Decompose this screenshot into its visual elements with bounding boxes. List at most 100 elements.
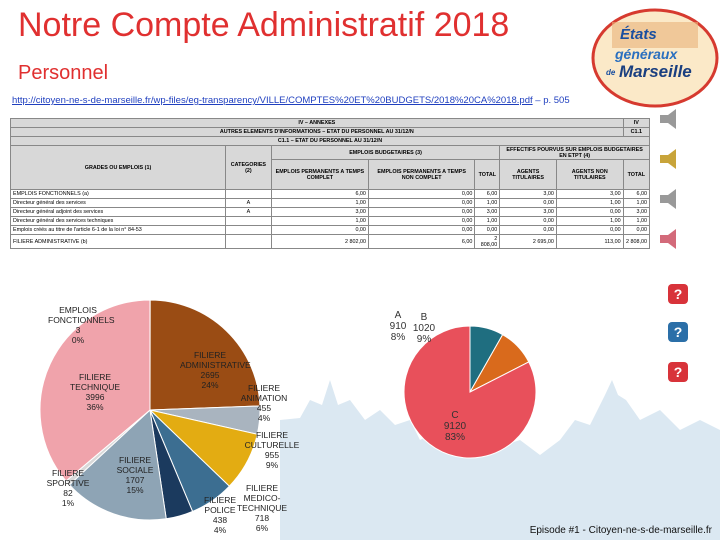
slice-value: 82: [63, 488, 73, 498]
table-cell: A: [225, 207, 272, 217]
speaker-icons: [660, 109, 676, 249]
slice-value: 438: [212, 515, 228, 525]
slice-label: C 9120 83%: [435, 410, 475, 443]
slice-category: B: [420, 312, 428, 323]
table-row: EMPLOIS FONCTIONNELS (a) 6,00 0,00 6,00 3,00…: [10, 189, 651, 199]
slice-label: FILIERE SPORTIVE 82 1%: [38, 468, 98, 508]
table-row: Emplois créés au titre de l'article 6-1 …: [10, 225, 651, 235]
table-row: IV – ANNEXES IV: [10, 118, 651, 128]
slice-percent: 15%: [126, 485, 144, 495]
slice-label: FILIERE ADMINISTRATIVE 2695 24%: [180, 350, 251, 390]
table-cell: 0,00: [367, 225, 476, 235]
logo-text: États: [620, 26, 657, 43]
slice-category: C: [451, 410, 459, 421]
slice-percent: 4%: [257, 413, 271, 423]
slice-category: FILIERE SPORTIVE: [46, 468, 90, 488]
table-cell: FILIERE ADMINISTRATIVE (b): [10, 234, 226, 249]
slice-label: FILIERE ANIMATION 455 4%: [234, 383, 294, 423]
table-cell: 0,00: [367, 198, 476, 208]
table-cell: EMPLOIS PERMANENTS A TEMPS NON COMPLET: [367, 159, 476, 190]
table-cell: 3,00: [270, 207, 369, 217]
table-cell: 1,00: [270, 198, 369, 208]
slice-label: FILIERE MEDICO-TECHNIQUE 718 6%: [232, 483, 292, 533]
logo-text: Marseille: [619, 62, 692, 81]
slice-category: FILIERE POLICE: [203, 495, 237, 515]
slice-value: 1707: [125, 475, 145, 485]
table-cell: AGENTS NON TITULAIRES: [555, 159, 624, 190]
logo: [591, 8, 719, 108]
table-cell: 113,00: [555, 234, 624, 249]
table-cell: 1,00: [555, 216, 624, 226]
slice-percent: 83%: [444, 432, 465, 443]
table-cell: EMPLOIS PERMANENTS A TEMPS COMPLET: [270, 159, 369, 190]
help-button[interactable]: ?: [668, 284, 688, 304]
slice-percent: 1%: [61, 498, 75, 508]
table-cell: 0,00: [499, 216, 557, 226]
logo-text: de: [606, 68, 616, 77]
table-cell: 3,00: [474, 207, 501, 217]
table-cell: IV: [622, 118, 651, 128]
source-link[interactable]: http://citoyen-ne-s-de-marseille.fr/wp-f…: [12, 95, 533, 106]
table-cell: 3,00: [499, 189, 557, 199]
table-cell: [225, 225, 272, 235]
slice-value: 718: [254, 513, 270, 523]
table-row: Directeur général adjoint des services A 3…: [10, 207, 651, 217]
table-row: Directeur général des services A 1,00 0,00 1…: [10, 198, 651, 208]
table-cell: C1.1: [622, 127, 651, 137]
table-cell: AGENTS TITULAIRES: [499, 159, 557, 190]
table-cell: CATEGORIES (2): [225, 145, 272, 190]
personnel-table: IV – ANNEXES IV AUTRES ELEMENTS D'INFORMAT…: [10, 118, 651, 249]
table-cell: 0,00: [555, 207, 624, 217]
slice-category: FILIERE TECHNIQUE: [69, 372, 121, 392]
table-cell: A: [225, 198, 272, 208]
table-cell: 0,00: [622, 225, 651, 235]
table-cell: IV – ANNEXES: [10, 118, 624, 128]
table-cell: 1,00: [270, 216, 369, 226]
table-cell: [225, 234, 272, 249]
subtitle: Personnel: [18, 62, 109, 84]
slice-category: FILIERE ADMINISTRATIVE: [180, 350, 251, 370]
table-row: FILIERE ADMINISTRATIVE (b) 2 802,00 6,00 2 …: [10, 234, 651, 249]
slice-label: FILIERE POLICE 438 4%: [190, 495, 250, 535]
table-cell: 0,00: [367, 207, 476, 217]
slice-value: 9120: [443, 421, 467, 432]
pie-slice: [39, 299, 151, 482]
table-cell: TOTAL: [622, 159, 651, 190]
slice-percent: 9%: [416, 334, 432, 345]
table-cell: 0,00: [270, 225, 369, 235]
table-cell: 2 808,00: [622, 234, 651, 249]
table-row: EMPLOIS PERMANENTS A TEMPS COMPLET EMPLOI…: [11, 159, 651, 190]
table-cell: 6,00: [622, 189, 651, 199]
slice-percent: 4%: [213, 525, 227, 535]
table-cell: 3,00: [622, 207, 651, 217]
table-cell: EMPLOIS BUDGETAIRES (3): [270, 145, 501, 160]
slice-label: B 1020 9%: [404, 312, 444, 345]
table-cell: 0,00: [474, 225, 501, 235]
slice-label: FILIERE SOCIALE 1707 15%: [105, 455, 165, 495]
table-cell: [225, 189, 272, 199]
city-skyline: [280, 380, 720, 540]
table-row: C1.1 – ETAT DU PERSONNEL AU 31/12/N: [10, 136, 650, 146]
table-cell: 2 802,00: [270, 234, 369, 249]
slice-percent: 9%: [265, 460, 279, 470]
slice-percent: 6%: [255, 523, 269, 533]
slice-category: EMPLOIS FONCTIONNELS: [48, 305, 115, 325]
table-cell: 1,00: [555, 198, 624, 208]
table-cell: 0,00: [499, 198, 557, 208]
table-cell: EMPLOIS FONCTIONNELS (a): [10, 189, 226, 199]
slice-value: 1020: [412, 323, 436, 334]
table-cell: 1,00: [622, 216, 651, 226]
pie-slice: [149, 299, 261, 411]
slice-category: A: [394, 310, 402, 321]
table-cell: Directeur général des services: [10, 198, 226, 208]
help-button[interactable]: ?: [668, 362, 688, 382]
help-button[interactable]: ?: [668, 322, 688, 342]
slice-value: 955: [264, 450, 280, 460]
table-cell: EFFECTIFS POURVUS SUR EMPLOIS BUDGETAIRE…: [499, 145, 650, 160]
slice-label: A 910 8%: [378, 310, 418, 343]
table-cell: 0,00: [367, 216, 476, 226]
table-cell: 6,00: [367, 234, 476, 249]
slice-label: FILIERE CULTURELLE 955 9%: [242, 430, 302, 470]
